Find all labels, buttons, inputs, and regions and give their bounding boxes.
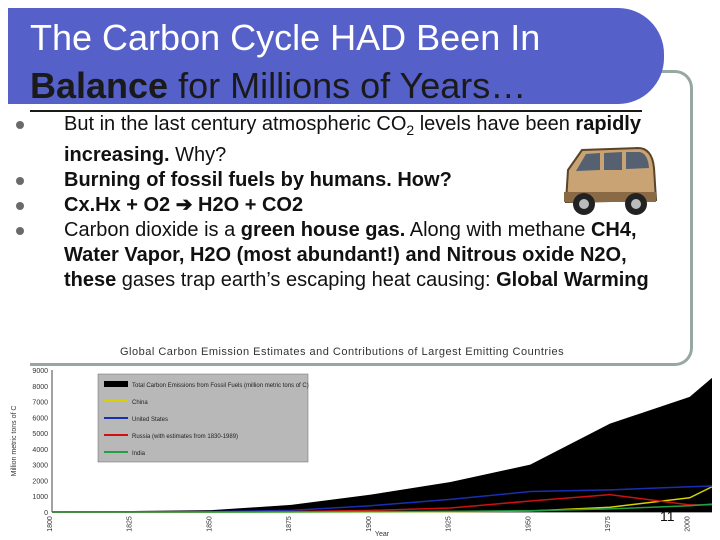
minivan-icon <box>564 146 658 215</box>
legend-label: Total Carbon Emissions from Fossil Fuels… <box>132 383 309 389</box>
bullet-dot-icon <box>16 227 24 235</box>
y-axis-label: Million metric tons of C <box>11 406 18 477</box>
x-tick-label: 1800 <box>47 516 54 532</box>
bullet-4: Carbon dioxide is a green house gas. Alo… <box>14 218 654 293</box>
bullet-dot-icon <box>16 202 24 210</box>
x-tick-label: 1825 <box>127 516 134 532</box>
x-tick-label: 1975 <box>605 516 612 532</box>
x-axis-label: Year <box>375 531 390 538</box>
x-tick-label: 1900 <box>366 516 373 532</box>
series-line-4 <box>52 503 713 513</box>
chart-title: Global Carbon Emission Estimates and Con… <box>120 346 565 358</box>
x-tick-label: 1850 <box>206 516 213 532</box>
x-tick-label: 1950 <box>525 516 532 532</box>
chart-legend-box <box>97 373 309 463</box>
y-tick-label: 2000 <box>32 478 48 485</box>
y-tick-label: 9000 <box>32 368 48 375</box>
y-tick-label: 1000 <box>32 494 48 501</box>
legend-label: Russia (with estimates from 1830-1989) <box>132 434 238 440</box>
bullet-list: But in the last century atmospheric CO2 … <box>14 112 654 293</box>
legend-label: China <box>132 400 148 406</box>
y-tick-label: 0 <box>44 510 48 517</box>
legend-label: India <box>132 451 146 457</box>
bullet-4-bold-c: Global Warming <box>496 269 649 291</box>
emissions-chart: 0 1000 2000 3000 4000 5000 6000 7000 8000 9000 180… <box>11 368 713 538</box>
bullet-dot-icon <box>16 177 24 185</box>
y-tick-label: 6000 <box>32 415 48 422</box>
y-tick-label: 3000 <box>32 463 48 470</box>
x-tick-label: 1875 <box>286 516 293 532</box>
y-tick-label: 7000 <box>32 400 48 407</box>
bullet-3: Cx.Hx + O2 ➔ H2O + CO2 <box>14 193 654 218</box>
legend-label: United States <box>132 417 168 423</box>
bullet-1-bold: rapidly increasing. <box>64 113 641 166</box>
y-tick-label: 4000 <box>32 447 48 454</box>
arrow-icon: ➔ <box>175 194 193 216</box>
bullet-1-text-a: But in the last century atmospheric CO <box>64 113 407 135</box>
bullet-4-bold-a: green house gas. <box>240 219 406 241</box>
slide-title: The Carbon Cycle HAD Been In Balance for… <box>30 14 670 112</box>
title-rest: for Millions of Years… <box>168 65 527 106</box>
bullet-1-text-c: Why? <box>169 144 227 166</box>
title-underline <box>30 110 642 112</box>
title-line-2: Balance for Millions of Years… <box>30 62 670 110</box>
x-tick-label: 1925 <box>446 516 453 532</box>
bullet-1-subscript: 2 <box>406 122 415 138</box>
bullet-4-bold-b: CH4, Water Vapor, H2O (most abundant!) a… <box>64 219 637 291</box>
title-line-1: The Carbon Cycle HAD Been In <box>30 17 541 58</box>
y-tick-label: 8000 <box>32 384 48 391</box>
series-total-area <box>52 377 712 512</box>
bullet-2: Burning of fossil fuels by humans. How? <box>14 168 654 193</box>
title-box: The Carbon Cycle HAD Been In Balance for… <box>8 8 664 112</box>
bullet-dot-icon <box>16 121 24 129</box>
x-tick-label: 2000 <box>685 516 692 532</box>
y-tick-label: 5000 <box>32 431 48 438</box>
bullet-1: But in the last century atmospheric CO2 … <box>14 112 654 168</box>
bullet-4-text-c: gases trap earth’s escaping heat causing… <box>116 269 497 291</box>
bullet-4-text-a: Carbon dioxide is a <box>64 219 241 241</box>
bullet-3-bold-b: H2O + CO2 <box>192 194 304 216</box>
slide-number: 11 <box>660 508 675 524</box>
bullet-2-bold: Burning of fossil fuels by humans. How? <box>64 169 452 191</box>
title-balance: Balance <box>30 65 169 106</box>
bullet-3-bold-a: Cx.Hx + O2 <box>64 194 176 216</box>
bullet-4-text-b: Along with methane <box>405 219 591 241</box>
bullet-1-text-b: levels have been <box>414 113 576 135</box>
